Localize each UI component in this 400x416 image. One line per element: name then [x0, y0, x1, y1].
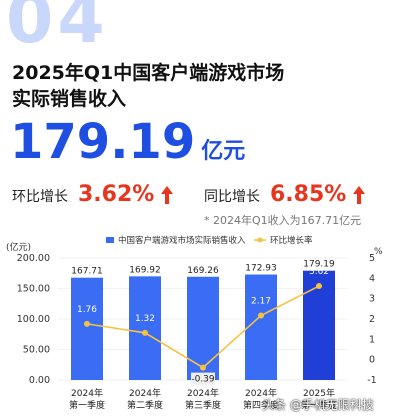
- x-tick-label: 2024年: [71, 387, 103, 399]
- growth-rate-point: [200, 364, 206, 371]
- y-right-tick-label: -1: [367, 375, 376, 386]
- watermark: 头条 @手机无限科技: [262, 398, 374, 412]
- legend-bar-swatch: [106, 237, 114, 243]
- bar: [187, 276, 219, 380]
- page-title: 2025年Q1中国客户端游戏市场 实际销售收入: [12, 60, 284, 112]
- bar-value-label: 172.93: [245, 264, 277, 274]
- qoq-label: 环比增长: [12, 189, 68, 205]
- legend-line-marker: [257, 237, 263, 243]
- yoy-growth: 同比增长 6.85%: [204, 182, 366, 207]
- y-right-tick-label: 1: [369, 334, 375, 345]
- y-left-unit: (亿元): [6, 241, 31, 253]
- title-line-1: 2025年Q1中国客户端游戏市场: [12, 62, 285, 84]
- x-tick-label: 第二季度: [127, 399, 163, 411]
- x-tick-label: 2025年: [303, 387, 335, 399]
- bar-value-label: 167.71: [71, 267, 103, 277]
- y-right-tick-label: 0: [369, 355, 375, 366]
- qoq-growth: 环比增长 3.62%: [12, 182, 174, 207]
- x-tick-label: 2024年: [129, 387, 161, 399]
- yoy-label: 同比增长: [204, 189, 260, 205]
- y-left-tick-label: 0.00: [29, 375, 50, 386]
- title-line-2: 实际销售收入: [12, 88, 127, 110]
- growth-rate-label: 2.17: [251, 297, 271, 307]
- x-tick-label: 第一季度: [301, 399, 337, 411]
- x-tick-label: 第一季度: [69, 399, 105, 411]
- up-arrow-icon: [353, 185, 366, 204]
- up-arrow-icon: [161, 185, 174, 204]
- x-tick-label: 2024年: [187, 387, 219, 399]
- bar: [129, 276, 161, 380]
- legend-line-label: 环比增长率: [270, 235, 313, 246]
- y-left-tick-label: 100.00: [17, 314, 50, 325]
- growth-rate-label: 1.32: [135, 314, 155, 324]
- legend-bar-label: 中国客户端游戏市场实际销售收入: [118, 235, 246, 246]
- section-number: 04: [6, 0, 109, 59]
- growth-rate-label-bg: [191, 372, 215, 385]
- x-tick-label: 第三季度: [185, 399, 221, 411]
- bar: [71, 277, 103, 380]
- revenue-unit: 亿元: [201, 139, 246, 164]
- x-tick-label: 2024年: [245, 387, 277, 399]
- revenue-value: 179.19: [10, 114, 196, 170]
- footnote: * 2024年Q1收入为167.71亿元: [204, 214, 362, 227]
- bar-value-label: 169.92: [129, 265, 161, 275]
- growth-rate-point: [142, 329, 148, 336]
- y-right-tick-label: 2: [369, 314, 375, 325]
- qoq-value: 3.62%: [78, 182, 155, 207]
- bar: [245, 274, 277, 380]
- yoy-value: 6.85%: [270, 182, 347, 207]
- bar-value-label: 179.19: [303, 260, 335, 270]
- y-left-tick-label: 200.00: [17, 253, 50, 264]
- y-right-tick-label: 4: [369, 273, 375, 284]
- growth-rate-label: 1.76: [77, 305, 97, 315]
- y-right-tick-label: 5: [369, 253, 375, 264]
- growth-rate-label: 3.62: [309, 267, 329, 277]
- chart-legend: 中国客户端游戏市场实际销售收入 环比增长率: [106, 235, 313, 246]
- revenue-chart: 中国客户端游戏市场实际销售收入 环比增长率 (亿元) % 0.0050.0010…: [6, 235, 383, 411]
- y-left-tick-label: 150.00: [17, 284, 50, 295]
- growth-rate-label: -0.39: [191, 375, 215, 385]
- headline-revenue: 179.19 亿元: [10, 118, 245, 166]
- y-left-tick-label: 50.00: [23, 345, 50, 356]
- x-tick-label: 第四季度: [243, 399, 279, 411]
- growth-rate-point: [316, 283, 322, 290]
- y-right-unit: %: [374, 247, 383, 257]
- growth-rate-point: [84, 320, 90, 327]
- y-right-tick-label: 3: [369, 294, 375, 305]
- growth-rate-point: [258, 312, 264, 319]
- bar-value-label: 169.26: [187, 266, 219, 276]
